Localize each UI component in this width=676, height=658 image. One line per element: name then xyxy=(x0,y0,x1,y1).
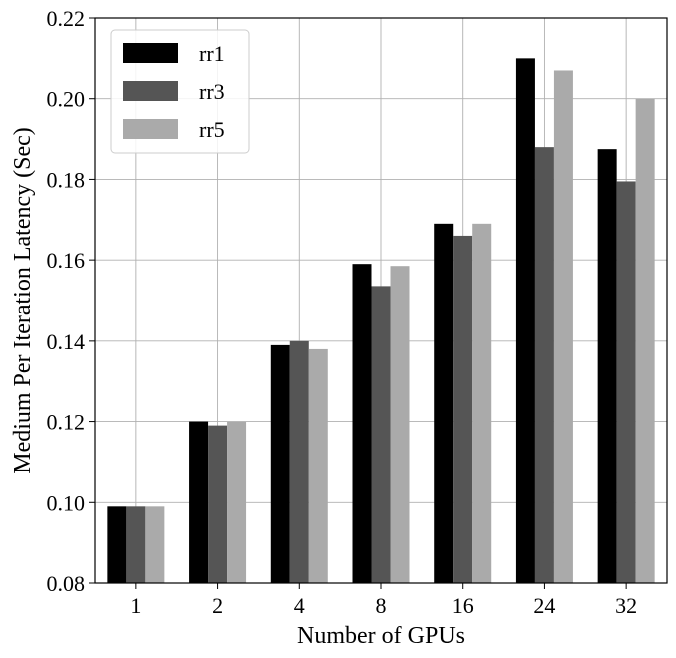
legend-swatch-rr3 xyxy=(123,81,178,101)
bar-rr5-1 xyxy=(145,506,165,583)
bar-rr1-4 xyxy=(270,344,290,583)
bar-rr1-24 xyxy=(515,58,535,584)
y-tick-label: 0.22 xyxy=(47,6,86,31)
y-tick-label: 0.14 xyxy=(47,329,86,354)
x-tick-label: 24 xyxy=(533,593,555,618)
legend-label-rr3: rr3 xyxy=(199,79,225,104)
bar-rr3-8 xyxy=(371,286,391,583)
bar-rr3-16 xyxy=(453,235,473,583)
bar-rr1-16 xyxy=(434,223,454,584)
bar-rr3-4 xyxy=(289,340,309,583)
legend-swatch-rr1 xyxy=(123,43,178,63)
bars xyxy=(107,58,655,584)
bar-rr3-2 xyxy=(208,425,228,583)
bar-rr5-32 xyxy=(635,98,655,583)
bar-rr1-32 xyxy=(597,149,617,584)
x-axis-label: Number of GPUs xyxy=(297,623,465,649)
bar-rr5-8 xyxy=(390,266,410,583)
x-tick-label: 16 xyxy=(452,593,474,618)
y-tick-label: 0.16 xyxy=(47,248,86,273)
legend-label-rr5: rr5 xyxy=(199,117,225,142)
y-tick-label: 0.20 xyxy=(47,87,86,112)
ticks xyxy=(89,17,627,589)
x-tick-labels: 1 2 4 8 16 24 32 xyxy=(130,593,637,618)
x-tick-label: 32 xyxy=(615,593,637,618)
x-tick-label: 2 xyxy=(212,593,223,618)
bar-rr5-24 xyxy=(553,70,573,583)
bar-rr5-4 xyxy=(308,348,328,583)
bar-rr5-16 xyxy=(472,223,492,584)
y-tick-label: 0.08 xyxy=(47,571,86,596)
bar-rr1-2 xyxy=(189,421,209,583)
x-tick-label: 8 xyxy=(376,593,387,618)
bar-rr1-1 xyxy=(107,506,127,583)
x-tick-label: 1 xyxy=(130,593,141,618)
y-tick-labels: 0.08 0.10 0.12 0.14 0.16 0.18 0.20 0.22 xyxy=(47,6,86,596)
x-tick-label: 4 xyxy=(294,593,305,618)
bar-rr3-1 xyxy=(126,506,146,583)
bar-rr3-24 xyxy=(534,147,554,583)
bar-rr3-32 xyxy=(616,181,636,584)
bar-rr5-2 xyxy=(227,421,247,583)
legend-label-rr1: rr1 xyxy=(199,41,225,66)
legend-swatch-rr5 xyxy=(123,119,178,139)
y-tick-label: 0.18 xyxy=(47,167,86,192)
y-axis-label: Medium Per Iteration Latency (Sec) xyxy=(10,127,36,474)
y-tick-label: 0.10 xyxy=(47,490,86,515)
legend: rr1 rr3 rr5 xyxy=(110,29,250,154)
y-tick-label: 0.12 xyxy=(47,410,86,435)
bar-rr1-8 xyxy=(352,264,372,583)
